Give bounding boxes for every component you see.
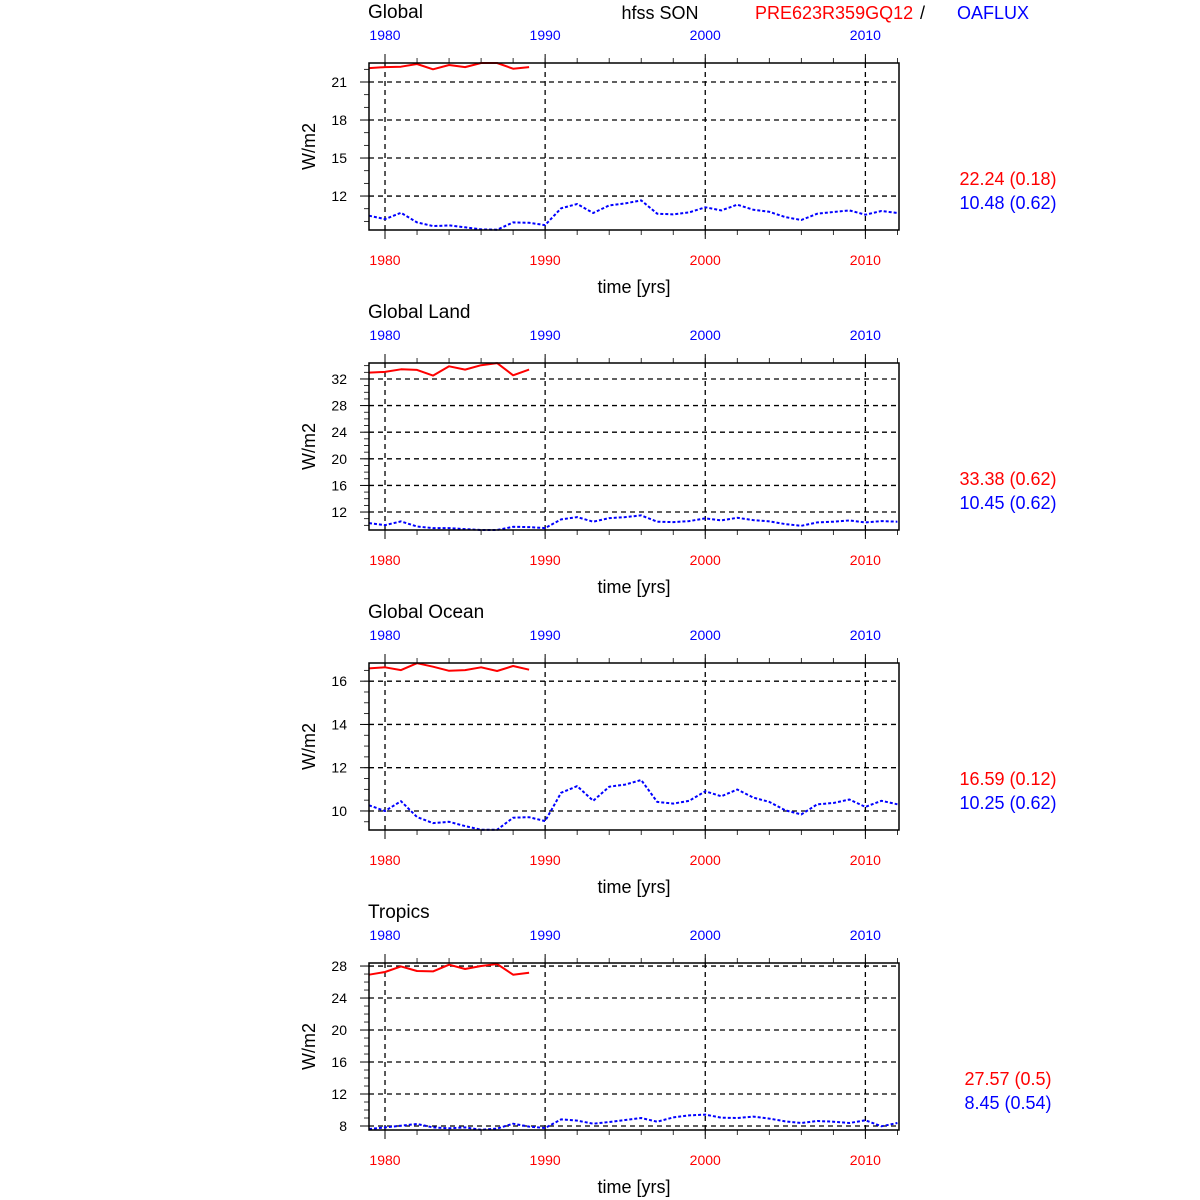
chart-panel-global-ocean: Global Ocean 10 12 14 16 1980 1980 1990 1990 2000…: [299, 602, 1057, 897]
x-tick-label-top: 1980: [369, 327, 400, 343]
y-tick-label: 12: [331, 1086, 347, 1102]
x-tick-label-bottom: 2010: [850, 1152, 881, 1168]
chart-panel-global: Global 12 15 18 21 1980 1980 1990 1990 2000 2000 20…: [299, 2, 1057, 297]
y-tick-label: 16: [331, 477, 347, 493]
header-obs-name: OAFLUX: [957, 3, 1029, 23]
model-series-line: [368, 362, 530, 377]
obs-series-line: [368, 199, 898, 231]
x-tick-label-bottom: 2010: [850, 252, 881, 268]
x-axis-label: time [yrs]: [597, 1177, 670, 1197]
y-tick-label: 12: [331, 188, 347, 204]
obs-mean-stat: 10.48 (0.62): [959, 193, 1056, 213]
model-mean-stat: 16.59 (0.12): [959, 769, 1056, 789]
y-axis-label: W/m2: [299, 423, 319, 470]
model-mean-stat: 27.57 (0.5): [964, 1069, 1051, 1089]
x-axis-label: time [yrs]: [597, 877, 670, 897]
y-axis-label: W/m2: [299, 723, 319, 770]
y-tick-label: 10: [331, 803, 347, 819]
header-separator: /: [920, 3, 925, 23]
x-axis-label: time [yrs]: [597, 277, 670, 297]
model-series-line: [368, 963, 530, 976]
x-tick-label-top: 2010: [850, 927, 881, 943]
obs-mean-stat: 8.45 (0.54): [964, 1093, 1051, 1113]
x-tick-label-top: 1980: [369, 27, 400, 43]
x-tick-label-top: 2000: [690, 327, 721, 343]
x-tick-label-bottom: 1990: [530, 252, 561, 268]
obs-series-line: [368, 514, 898, 531]
plot-frame: [368, 62, 900, 231]
plot-frame: [368, 962, 900, 1131]
y-tick-label: 12: [331, 504, 347, 520]
y-tick-label: 16: [331, 673, 347, 689]
model-series-line: [368, 662, 530, 672]
x-tick-label-bottom: 2000: [690, 252, 721, 268]
x-tick-label-bottom: 1980: [369, 252, 400, 268]
obs-series-line: [368, 1113, 898, 1131]
x-tick-label-bottom: 2000: [690, 552, 721, 568]
x-tick-label-top: 2000: [690, 27, 721, 43]
y-tick-label: 24: [331, 424, 347, 440]
x-tick-label-top: 2010: [850, 627, 881, 643]
y-tick-label: 20: [331, 1022, 347, 1038]
plot-frame: [368, 662, 900, 831]
obs-mean-stat: 10.25 (0.62): [959, 793, 1056, 813]
y-tick-label: 28: [331, 958, 347, 974]
y-tick-label: 16: [331, 1054, 347, 1070]
y-tick-label: 12: [331, 760, 347, 776]
chart-panel-tropics: Tropics 8 12 16 20 24 28 1980 1980 1990 1990 2000 20…: [299, 902, 1052, 1197]
x-tick-label-bottom: 2000: [690, 1152, 721, 1168]
x-tick-label-top: 2000: [690, 627, 721, 643]
x-tick-label-top: 1990: [530, 927, 561, 943]
header-variable: hfss SON: [621, 3, 698, 23]
panel-title: Global: [368, 2, 423, 23]
plot-frame: [368, 362, 900, 531]
model-series-line: [368, 62, 530, 71]
x-axis-label: time [yrs]: [597, 577, 670, 597]
x-tick-label-top: 2000: [690, 927, 721, 943]
x-tick-label-top: 1980: [369, 927, 400, 943]
panel-title: Global Land: [368, 302, 470, 323]
y-tick-label: 24: [331, 990, 347, 1006]
y-tick-label: 15: [331, 150, 347, 166]
model-mean-stat: 22.24 (0.18): [959, 169, 1056, 189]
y-tick-label: 28: [331, 398, 347, 414]
header-model-name: PRE623R359GQ12: [755, 3, 913, 23]
y-tick-label: 8: [339, 1118, 347, 1134]
figure-header: hfss SON PRE623R359GQ12 / OAFLUX: [621, 3, 1029, 23]
x-tick-label-bottom: 2010: [850, 852, 881, 868]
y-tick-label: 21: [331, 74, 347, 90]
y-axis-label: W/m2: [299, 1023, 319, 1070]
chart-panel-global-land: Global Land 12 16 20 24 28 32 1980 1980 1990 1990 2…: [299, 302, 1057, 597]
x-tick-label-bottom: 1980: [369, 552, 400, 568]
x-tick-label-top: 2010: [850, 27, 881, 43]
obs-series-line: [368, 779, 898, 831]
y-axis-label: W/m2: [299, 123, 319, 170]
x-tick-label-top: 1990: [530, 327, 561, 343]
panel-title: Global Ocean: [368, 602, 484, 623]
x-tick-label-bottom: 1990: [530, 852, 561, 868]
y-tick-label: 32: [331, 371, 347, 387]
x-tick-label-bottom: 1980: [369, 852, 400, 868]
x-tick-label-top: 1990: [530, 27, 561, 43]
obs-mean-stat: 10.45 (0.62): [959, 493, 1056, 513]
model-mean-stat: 33.38 (0.62): [959, 469, 1056, 489]
x-tick-label-bottom: 1990: [530, 1152, 561, 1168]
panel-title: Tropics: [368, 902, 430, 923]
x-tick-label-bottom: 1980: [369, 1152, 400, 1168]
y-tick-label: 20: [331, 451, 347, 467]
x-tick-label-top: 1990: [530, 627, 561, 643]
x-tick-label-top: 1980: [369, 627, 400, 643]
x-tick-label-bottom: 2000: [690, 852, 721, 868]
x-tick-label-bottom: 2010: [850, 552, 881, 568]
x-tick-label-bottom: 1990: [530, 552, 561, 568]
x-tick-label-top: 2010: [850, 327, 881, 343]
y-tick-label: 14: [331, 716, 347, 732]
y-tick-label: 18: [331, 112, 347, 128]
